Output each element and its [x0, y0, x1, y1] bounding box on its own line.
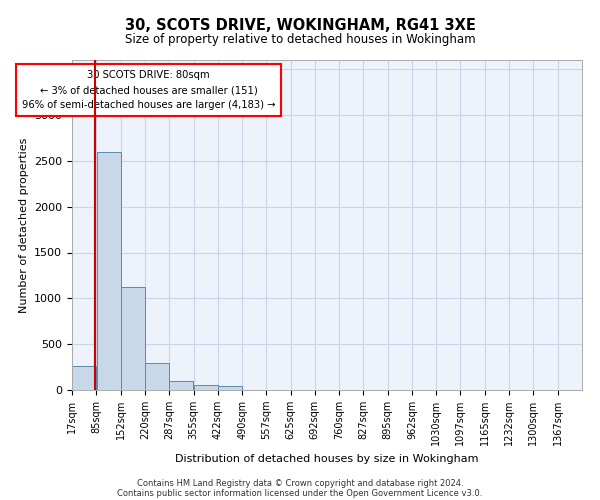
- Bar: [218, 386, 242, 390]
- Bar: [121, 288, 145, 390]
- Bar: [194, 384, 218, 390]
- Bar: [73, 366, 96, 390]
- Bar: [97, 152, 121, 390]
- Text: Contains public sector information licensed under the Open Government Licence v3: Contains public sector information licen…: [118, 488, 482, 498]
- Text: Size of property relative to detached houses in Wokingham: Size of property relative to detached ho…: [125, 32, 475, 46]
- X-axis label: Distribution of detached houses by size in Wokingham: Distribution of detached houses by size …: [175, 454, 479, 464]
- Bar: [145, 364, 169, 390]
- Text: 30 SCOTS DRIVE: 80sqm
← 3% of detached houses are smaller (151)
96% of semi-deta: 30 SCOTS DRIVE: 80sqm ← 3% of detached h…: [22, 70, 275, 110]
- Bar: [169, 381, 193, 390]
- Y-axis label: Number of detached properties: Number of detached properties: [19, 138, 29, 312]
- Text: 30, SCOTS DRIVE, WOKINGHAM, RG41 3XE: 30, SCOTS DRIVE, WOKINGHAM, RG41 3XE: [125, 18, 475, 32]
- Text: Contains HM Land Registry data © Crown copyright and database right 2024.: Contains HM Land Registry data © Crown c…: [137, 478, 463, 488]
